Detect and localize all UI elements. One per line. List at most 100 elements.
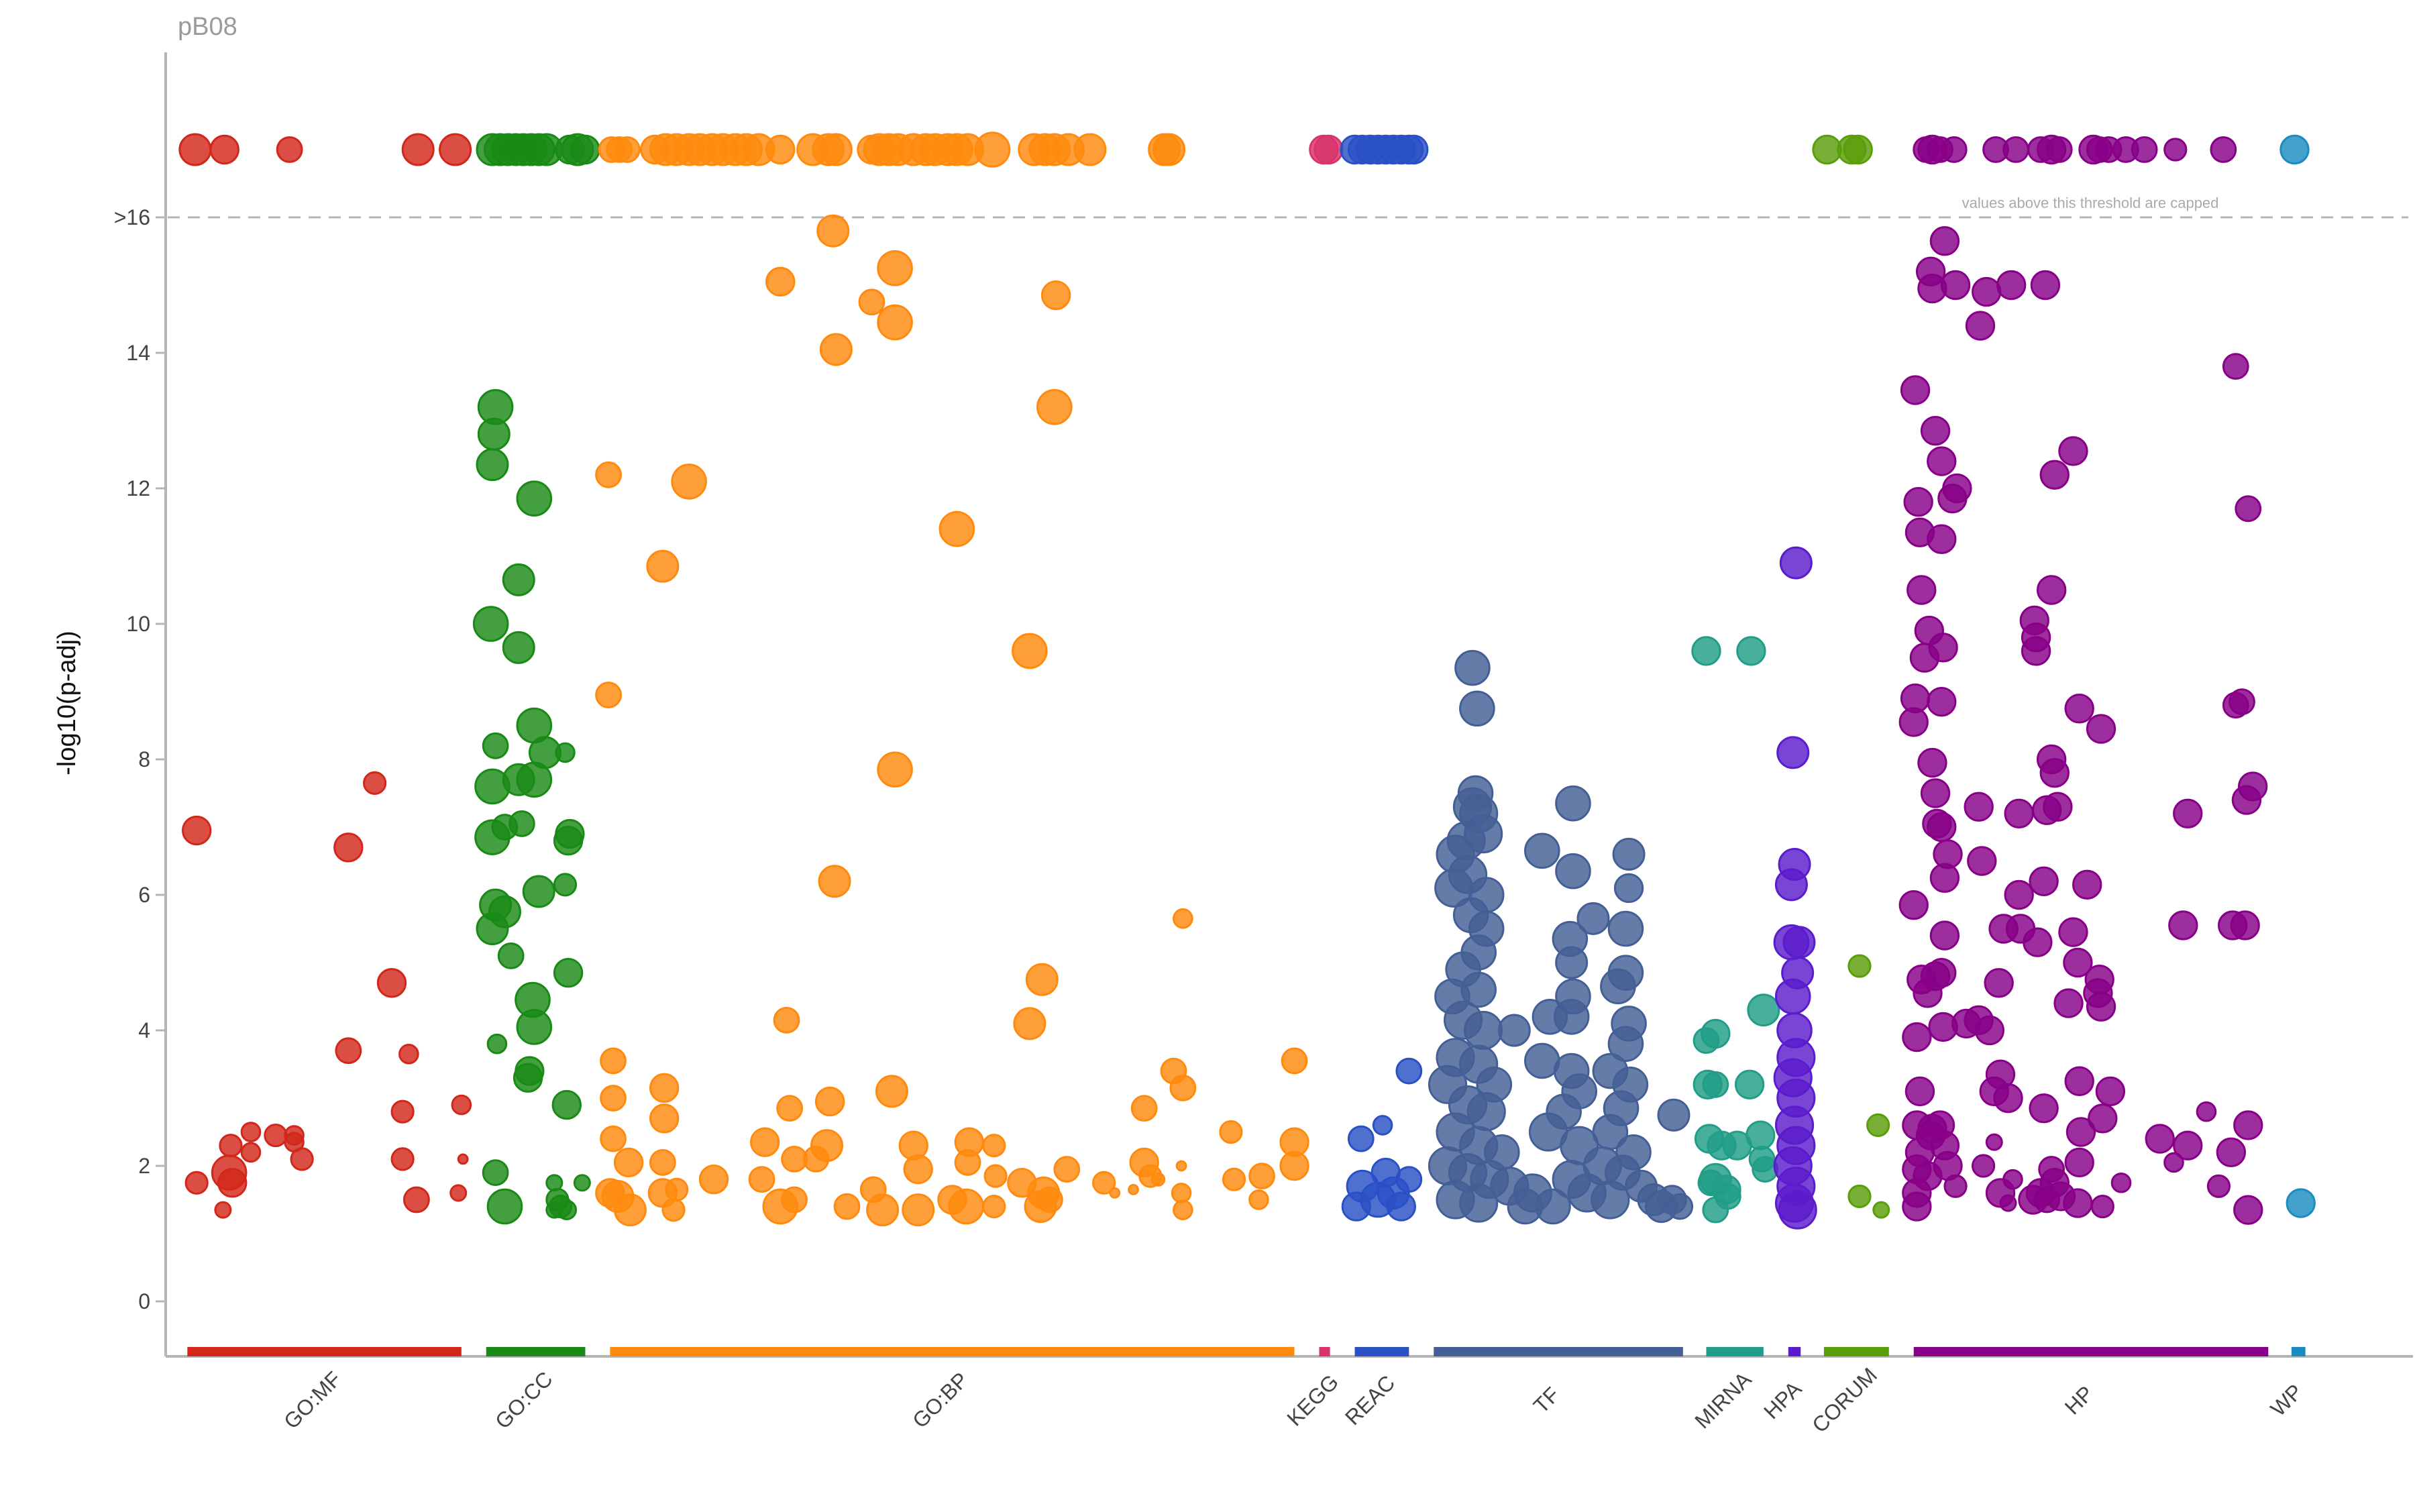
point-mirna[interactable] [1693,1027,1720,1055]
point-hp[interactable] [2110,1172,2132,1193]
point-go-bp[interactable] [649,1149,676,1176]
point-go-bp[interactable] [982,1195,1006,1219]
point-go-bp[interactable] [649,1103,680,1134]
point-go-cc[interactable] [476,448,509,482]
point-hp[interactable] [1903,487,1933,517]
source-bar-wp[interactable] [2291,1347,2306,1356]
point-tf[interactable] [1459,690,1495,727]
point-hp[interactable] [2043,792,2073,822]
point-corum[interactable] [1847,954,1872,978]
point-wp[interactable] [2286,1188,2316,1218]
point-go-mf[interactable] [184,1171,209,1195]
point-go-mf[interactable] [457,1153,469,1165]
point-hp[interactable] [2023,927,2053,957]
source-bar-kegg[interactable] [1319,1347,1330,1356]
point-hp[interactable] [1904,1076,1935,1107]
point-go-cc[interactable] [556,1199,578,1220]
point-go-bp[interactable] [875,1075,908,1108]
point-hp[interactable] [1974,1015,2005,1046]
point-hp[interactable] [2058,917,2088,947]
point-go-bp[interactable] [877,751,913,788]
point-hp[interactable] [1909,643,1940,673]
point-hp[interactable] [2063,1188,2093,1218]
point-go-bp[interactable] [765,266,796,297]
point-hp[interactable] [1898,889,1929,920]
point-go-mf-capped[interactable] [209,134,239,165]
point-go-cc[interactable] [522,875,555,908]
point-go-bp[interactable] [1281,1047,1308,1075]
point-mirna[interactable] [1752,1156,1779,1183]
point-go-bp[interactable] [1109,1187,1121,1199]
point-reac[interactable] [1341,1191,1372,1222]
point-hp[interactable] [2039,460,2070,490]
point-go-bp[interactable] [781,1186,808,1213]
point-hp[interactable] [2058,436,2088,466]
point-go-bp[interactable] [1013,1007,1046,1040]
point-go-mf[interactable] [240,1142,262,1163]
point-go-bp-capped[interactable] [765,134,796,165]
point-hp[interactable] [1971,1154,1996,1178]
point-hp[interactable] [2036,575,2067,605]
point-go-mf[interactable] [390,1147,415,1171]
point-go-mf[interactable] [376,968,407,998]
point-tf[interactable] [1613,873,1644,904]
point-hp[interactable] [1999,1194,2017,1212]
point-hpa[interactable] [1776,736,1810,769]
point-go-bp[interactable] [954,1149,981,1176]
point-tf[interactable] [1464,814,1503,854]
point-go-mf[interactable] [214,1201,232,1219]
point-go-bp[interactable] [833,1193,861,1220]
point-go-bp[interactable] [948,1188,985,1225]
point-go-mf[interactable] [335,1037,362,1065]
point-tf[interactable] [1592,1114,1629,1150]
point-go-mf[interactable] [219,1134,243,1158]
point-go-bp[interactable] [613,1147,644,1178]
point-hp[interactable] [1898,707,1929,737]
source-bar-tf[interactable] [1434,1347,1683,1356]
point-hp[interactable] [1913,978,1943,1008]
point-hp[interactable] [1907,575,1937,605]
source-bar-hpa[interactable] [1788,1347,1801,1356]
point-go-cc[interactable] [497,942,525,969]
point-go-bp[interactable] [1025,963,1059,996]
point-go-mf[interactable] [240,1122,262,1142]
point-go-bp[interactable] [1130,1095,1158,1122]
point-hp[interactable] [2095,1076,2126,1107]
point-corum-capped[interactable] [1812,134,1842,165]
point-go-mf[interactable] [362,771,387,795]
point-go-bp[interactable] [938,510,975,547]
point-wp-capped[interactable] [2279,134,2310,165]
point-hp[interactable] [2222,353,2249,380]
point-go-cc[interactable] [482,732,509,759]
point-hp[interactable] [2173,798,2203,829]
point-tf[interactable] [1645,1190,1678,1224]
point-hp[interactable] [2233,1195,2263,1225]
point-hp[interactable] [2039,758,2070,788]
point-hp[interactable] [2163,1152,2184,1173]
point-go-mf-capped[interactable] [439,133,472,166]
point-go-mf[interactable] [333,832,364,863]
point-hpa[interactable] [1778,1190,1817,1230]
point-hp[interactable] [2086,991,2116,1022]
point-hp[interactable] [2233,1110,2263,1140]
point-hp-capped[interactable] [2131,136,2158,163]
point-go-cc[interactable] [502,563,535,596]
point-mirna[interactable] [1736,636,1766,666]
point-go-bp[interactable] [866,1193,900,1227]
point-go-bp[interactable] [1036,389,1073,425]
point-hp[interactable] [2216,1137,2247,1168]
point-hp[interactable] [1920,415,1951,446]
point-hp-capped[interactable] [1940,136,1968,163]
point-hp[interactable] [1967,846,1997,876]
point-hp[interactable] [1927,686,1957,717]
point-go-bp[interactable] [982,1134,1006,1158]
point-corum[interactable] [1847,1184,1872,1209]
point-hp[interactable] [2206,1174,2231,1198]
point-hp[interactable] [1927,524,1957,554]
point-go-bp[interactable] [595,682,622,708]
point-go-bp[interactable] [646,549,680,583]
point-tf[interactable] [1555,785,1591,822]
point-go-bp[interactable] [698,1165,729,1195]
point-go-bp[interactable] [1092,1171,1116,1195]
source-bar-go-mf[interactable] [187,1347,462,1356]
